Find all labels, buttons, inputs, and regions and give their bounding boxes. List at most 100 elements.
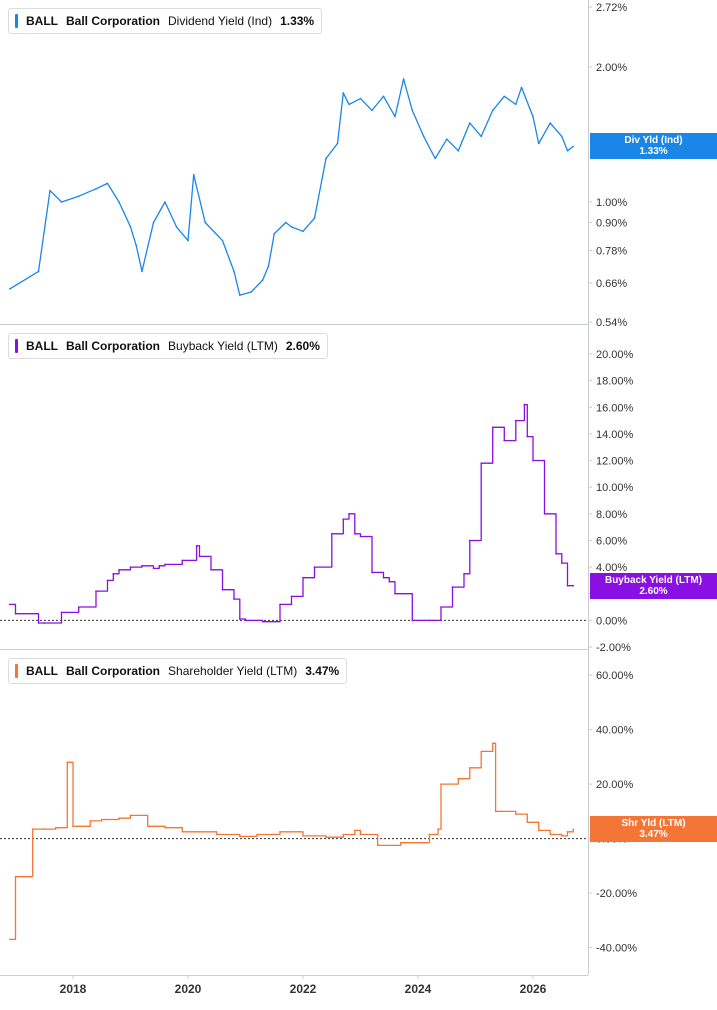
data-point bbox=[566, 584, 569, 587]
data-point bbox=[129, 814, 132, 817]
data-point bbox=[537, 829, 540, 832]
data-point bbox=[480, 750, 483, 753]
last-value-tag-dividend: Div Yld (Ind) 1.33% bbox=[590, 133, 717, 160]
data-point bbox=[8, 603, 11, 606]
data-point bbox=[77, 195, 80, 197]
data-point bbox=[359, 535, 362, 538]
data-point bbox=[302, 230, 304, 233]
data-point bbox=[445, 138, 448, 140]
data-point bbox=[468, 122, 471, 124]
data-point bbox=[141, 270, 143, 273]
y-tick-label: 20.00% bbox=[596, 349, 634, 361]
data-point bbox=[537, 142, 540, 145]
data-point bbox=[543, 513, 546, 515]
data-point bbox=[141, 564, 143, 567]
x-tick-label: 2026 bbox=[520, 982, 547, 996]
legend-shareholder-yield[interactable]: BALL Ball Corporation Shareholder Yield … bbox=[8, 658, 348, 684]
data-point bbox=[451, 586, 454, 588]
data-point bbox=[221, 239, 224, 242]
data-point bbox=[37, 622, 40, 624]
data-point bbox=[31, 828, 34, 830]
data-point bbox=[503, 439, 506, 442]
data-point bbox=[284, 221, 287, 224]
data-point bbox=[313, 217, 316, 219]
data-point bbox=[238, 835, 241, 838]
data-point bbox=[267, 265, 270, 267]
data-point bbox=[129, 566, 132, 568]
data-point bbox=[164, 826, 166, 829]
data-point bbox=[164, 563, 166, 566]
data-point bbox=[158, 564, 161, 567]
data-point bbox=[29, 875, 31, 878]
data-point bbox=[290, 595, 293, 598]
data-point bbox=[256, 833, 258, 836]
legend-value: 2.60% bbox=[285, 339, 320, 353]
data-point bbox=[14, 875, 17, 878]
y-tick-label: 0.54% bbox=[596, 317, 627, 329]
legend-buyback-yield[interactable]: BALL Ball Corporation Buyback Yield (LTM… bbox=[8, 333, 328, 359]
data-point bbox=[204, 221, 207, 224]
data-point bbox=[302, 576, 304, 579]
data-point bbox=[118, 201, 120, 203]
data-point bbox=[106, 579, 109, 582]
data-point bbox=[353, 829, 356, 832]
tag-value: 1.33% bbox=[639, 146, 668, 158]
y-tick-label: -40.00% bbox=[596, 943, 637, 955]
data-point bbox=[520, 86, 523, 89]
data-point bbox=[359, 97, 362, 100]
legend-company: Ball Corporation bbox=[66, 14, 161, 28]
data-point bbox=[514, 103, 517, 106]
data-point bbox=[394, 115, 396, 118]
data-point bbox=[526, 435, 529, 438]
data-point bbox=[146, 825, 149, 828]
tag-value: 2.60% bbox=[639, 585, 668, 597]
data-point bbox=[43, 622, 46, 624]
y-tick-label: 8.00% bbox=[596, 509, 627, 521]
legend-value: 1.33% bbox=[280, 14, 315, 28]
last-value-tag-buyback: Buyback Yield (LTM) 2.60% bbox=[590, 572, 717, 599]
data-point bbox=[428, 833, 431, 836]
y-tick-label: -2.00% bbox=[596, 642, 631, 654]
last-value-tag-shareholder: Shr Yld (LTM) 3.47% bbox=[590, 816, 717, 843]
y-tick-label: 4.00% bbox=[596, 562, 627, 574]
legend-ticker: BALL bbox=[26, 339, 58, 353]
data-point bbox=[279, 830, 281, 833]
legend-ticker: BALL bbox=[26, 664, 58, 678]
data-point bbox=[215, 833, 218, 836]
legend-metric: Buyback Yield (LTM) bbox=[168, 339, 278, 353]
data-point bbox=[100, 818, 103, 821]
data-point bbox=[440, 783, 442, 785]
data-point bbox=[261, 279, 264, 281]
data-point bbox=[17, 875, 20, 878]
data-point bbox=[181, 559, 184, 562]
data-point bbox=[325, 157, 327, 160]
legend-dividend-yield[interactable]: BALL Ball Corporation Dividend Yield (In… bbox=[8, 8, 323, 34]
data-point bbox=[60, 611, 63, 614]
x-tick-label: 2020 bbox=[175, 982, 202, 996]
y-tick-label: 16.00% bbox=[596, 402, 634, 414]
data-point bbox=[359, 833, 362, 836]
data-point bbox=[555, 552, 557, 555]
data-point bbox=[532, 115, 534, 118]
tag-label: Div Yld (Ind) bbox=[624, 135, 683, 147]
data-point bbox=[112, 572, 115, 575]
data-point bbox=[313, 566, 316, 568]
y-tick-label: 0.66% bbox=[596, 278, 627, 290]
data-point bbox=[560, 835, 563, 837]
data-point bbox=[43, 828, 46, 830]
data-point bbox=[422, 135, 425, 138]
data-point bbox=[89, 820, 92, 822]
data-point bbox=[49, 189, 51, 192]
y-tick-label: 0.78% bbox=[596, 245, 627, 257]
y-tick-label: 10.00% bbox=[596, 482, 634, 494]
data-point bbox=[325, 836, 327, 839]
data-point bbox=[37, 270, 40, 273]
data-point bbox=[382, 95, 385, 98]
data-point bbox=[523, 403, 526, 406]
data-point bbox=[66, 761, 69, 764]
data-point bbox=[371, 109, 373, 112]
data-point bbox=[566, 150, 569, 152]
data-point bbox=[348, 513, 350, 515]
